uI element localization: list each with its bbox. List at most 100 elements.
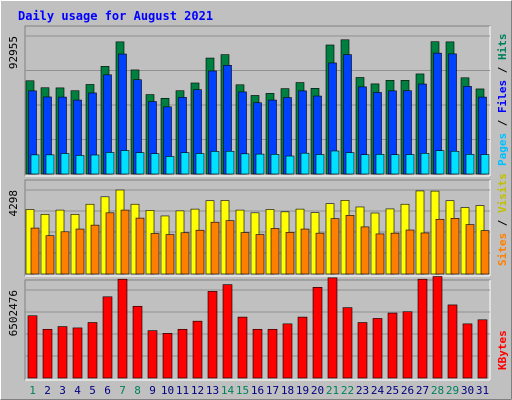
- side-legend-sites: Sites: [496, 233, 509, 266]
- bar-kbytes-day-19: [297, 316, 308, 379]
- panel-visits-sites: 4298 Sites / Visits: [7, 173, 509, 277]
- bar-kbytes-day-21: [327, 277, 338, 379]
- bar-kbytes-day-25: [387, 312, 398, 379]
- x-tick-label-day-8: 8: [134, 384, 141, 397]
- bar-sites-day-24: [375, 233, 385, 275]
- bar-sites-day-1: [30, 227, 40, 275]
- bar-kbytes-day-13: [207, 291, 218, 379]
- bar-kbytes-day-24: [372, 318, 383, 379]
- bar-pages-day-16: [255, 153, 265, 175]
- bar-kbytes-day-8: [132, 305, 143, 379]
- bar-sites-day-9: [150, 233, 160, 275]
- x-tick-label-day-12: 12: [191, 384, 204, 397]
- bar-pages-day-23: [360, 154, 370, 175]
- x-tick-label-day-29: 29: [446, 384, 459, 397]
- bar-kbytes-day-1: [27, 315, 38, 379]
- bar-pages-day-6: [105, 152, 115, 175]
- bar-sites-day-5: [90, 224, 100, 275]
- side-legend-separator: /: [496, 213, 509, 233]
- bar-sites-day-12: [195, 229, 205, 275]
- x-tick-label-day-17: 17: [266, 384, 279, 397]
- bar-pages-day-9: [150, 153, 160, 175]
- y-max-label: 6502476: [7, 290, 20, 336]
- bar-kbytes-day-20: [312, 287, 323, 379]
- x-tick-label-day-16: 16: [251, 384, 264, 397]
- side-legend: KBytes: [496, 330, 509, 370]
- chart-title: Daily usage for August 2021: [18, 9, 213, 23]
- side-legend: Sites / Visits: [496, 173, 509, 266]
- bar-pages-day-25: [390, 154, 400, 175]
- bar-pages-day-4: [75, 155, 85, 175]
- bar-pages-day-10: [165, 156, 175, 175]
- x-tick-label-day-23: 23: [356, 384, 369, 397]
- bar-kbytes-day-10: [162, 333, 173, 379]
- chart-panels: 92955 Pages / Files / Hits 4298 Sites / Vis…: [7, 25, 509, 381]
- bar-pages-day-5: [90, 154, 100, 175]
- bar-pages-day-8: [135, 152, 145, 175]
- bar-pages-day-3: [60, 153, 70, 175]
- bar-sites-day-8: [135, 217, 145, 275]
- bar-kbytes-day-26: [402, 311, 413, 379]
- bar-kbytes-day-5: [87, 322, 98, 379]
- x-tick-label-day-18: 18: [281, 384, 294, 397]
- bar-pages-day-1: [30, 154, 40, 175]
- x-tick-label-day-25: 25: [386, 384, 399, 397]
- bar-kbytes-day-28: [432, 276, 443, 379]
- bar-kbytes-day-27: [417, 278, 428, 379]
- bar-kbytes-day-14: [222, 284, 233, 379]
- bar-kbytes-day-3: [57, 326, 68, 379]
- side-legend-separator: /: [496, 60, 509, 80]
- x-tick-label-day-22: 22: [341, 384, 354, 397]
- x-tick-label-day-5: 5: [89, 384, 96, 397]
- bar-kbytes-day-6: [102, 296, 113, 379]
- panel-kbytes: 6502476 KBytes: [7, 276, 509, 381]
- side-legend-text: Pages / Files / Hits: [496, 34, 509, 167]
- bar-kbytes-day-30: [462, 323, 473, 379]
- bar-kbytes-day-12: [192, 320, 203, 379]
- bar-pages-day-2: [45, 154, 55, 175]
- bar-kbytes-day-31: [477, 319, 488, 379]
- bar-pages-day-12: [195, 153, 205, 175]
- bar-sites-day-31: [480, 230, 490, 275]
- bar-pages-day-20: [315, 154, 325, 175]
- bar-kbytes-day-29: [447, 304, 458, 379]
- bar-kbytes-day-17: [267, 328, 278, 379]
- bar-kbytes-day-15: [237, 316, 248, 379]
- bar-pages-day-7: [120, 150, 130, 175]
- bar-pages-day-26: [405, 154, 415, 175]
- bar-sites-day-29: [450, 217, 460, 275]
- x-tick-label-day-10: 10: [161, 384, 174, 397]
- side-legend-pages: Pages: [496, 133, 509, 166]
- bar-sites-day-14: [225, 220, 235, 275]
- side-legend-files: Files: [496, 80, 509, 113]
- bar-kbytes-day-16: [252, 328, 263, 379]
- bar-visits-day-27: [415, 190, 425, 275]
- x-tick-label-day-6: 6: [104, 384, 111, 397]
- bar-sites-day-18: [285, 232, 295, 275]
- x-tick-label-day-2: 2: [44, 384, 51, 397]
- bar-kbytes-day-23: [357, 322, 368, 379]
- side-legend-kbytes: KBytes: [496, 330, 509, 370]
- bar-pages-day-31: [480, 154, 490, 175]
- bar-pages-day-29: [450, 150, 460, 175]
- x-tick-label-day-11: 11: [176, 384, 189, 397]
- side-legend-text: Sites / Visits: [496, 173, 509, 266]
- panel-hits-files-pages: 92955 Pages / Files / Hits: [7, 25, 509, 177]
- x-tick-label-day-1: 1: [29, 384, 36, 397]
- x-tick-label-day-14: 14: [221, 384, 235, 397]
- bar-pages-day-18: [285, 155, 295, 175]
- bar-pages-day-24: [375, 154, 385, 175]
- bar-sites-day-28: [435, 218, 445, 275]
- x-tick-label-day-21: 21: [326, 384, 339, 397]
- bar-pages-day-27: [420, 153, 430, 175]
- bar-sites-day-3: [60, 231, 70, 275]
- x-tick-label-day-4: 4: [74, 384, 81, 397]
- x-tick-label-day-3: 3: [59, 384, 66, 397]
- bar-sites-day-4: [75, 228, 85, 275]
- bar-sites-day-23: [360, 226, 370, 275]
- bar-sites-day-16: [255, 234, 265, 275]
- y-max-label: 92955: [7, 36, 20, 69]
- x-tick-label-day-13: 13: [206, 384, 219, 397]
- x-tick-label-day-9: 9: [149, 384, 156, 397]
